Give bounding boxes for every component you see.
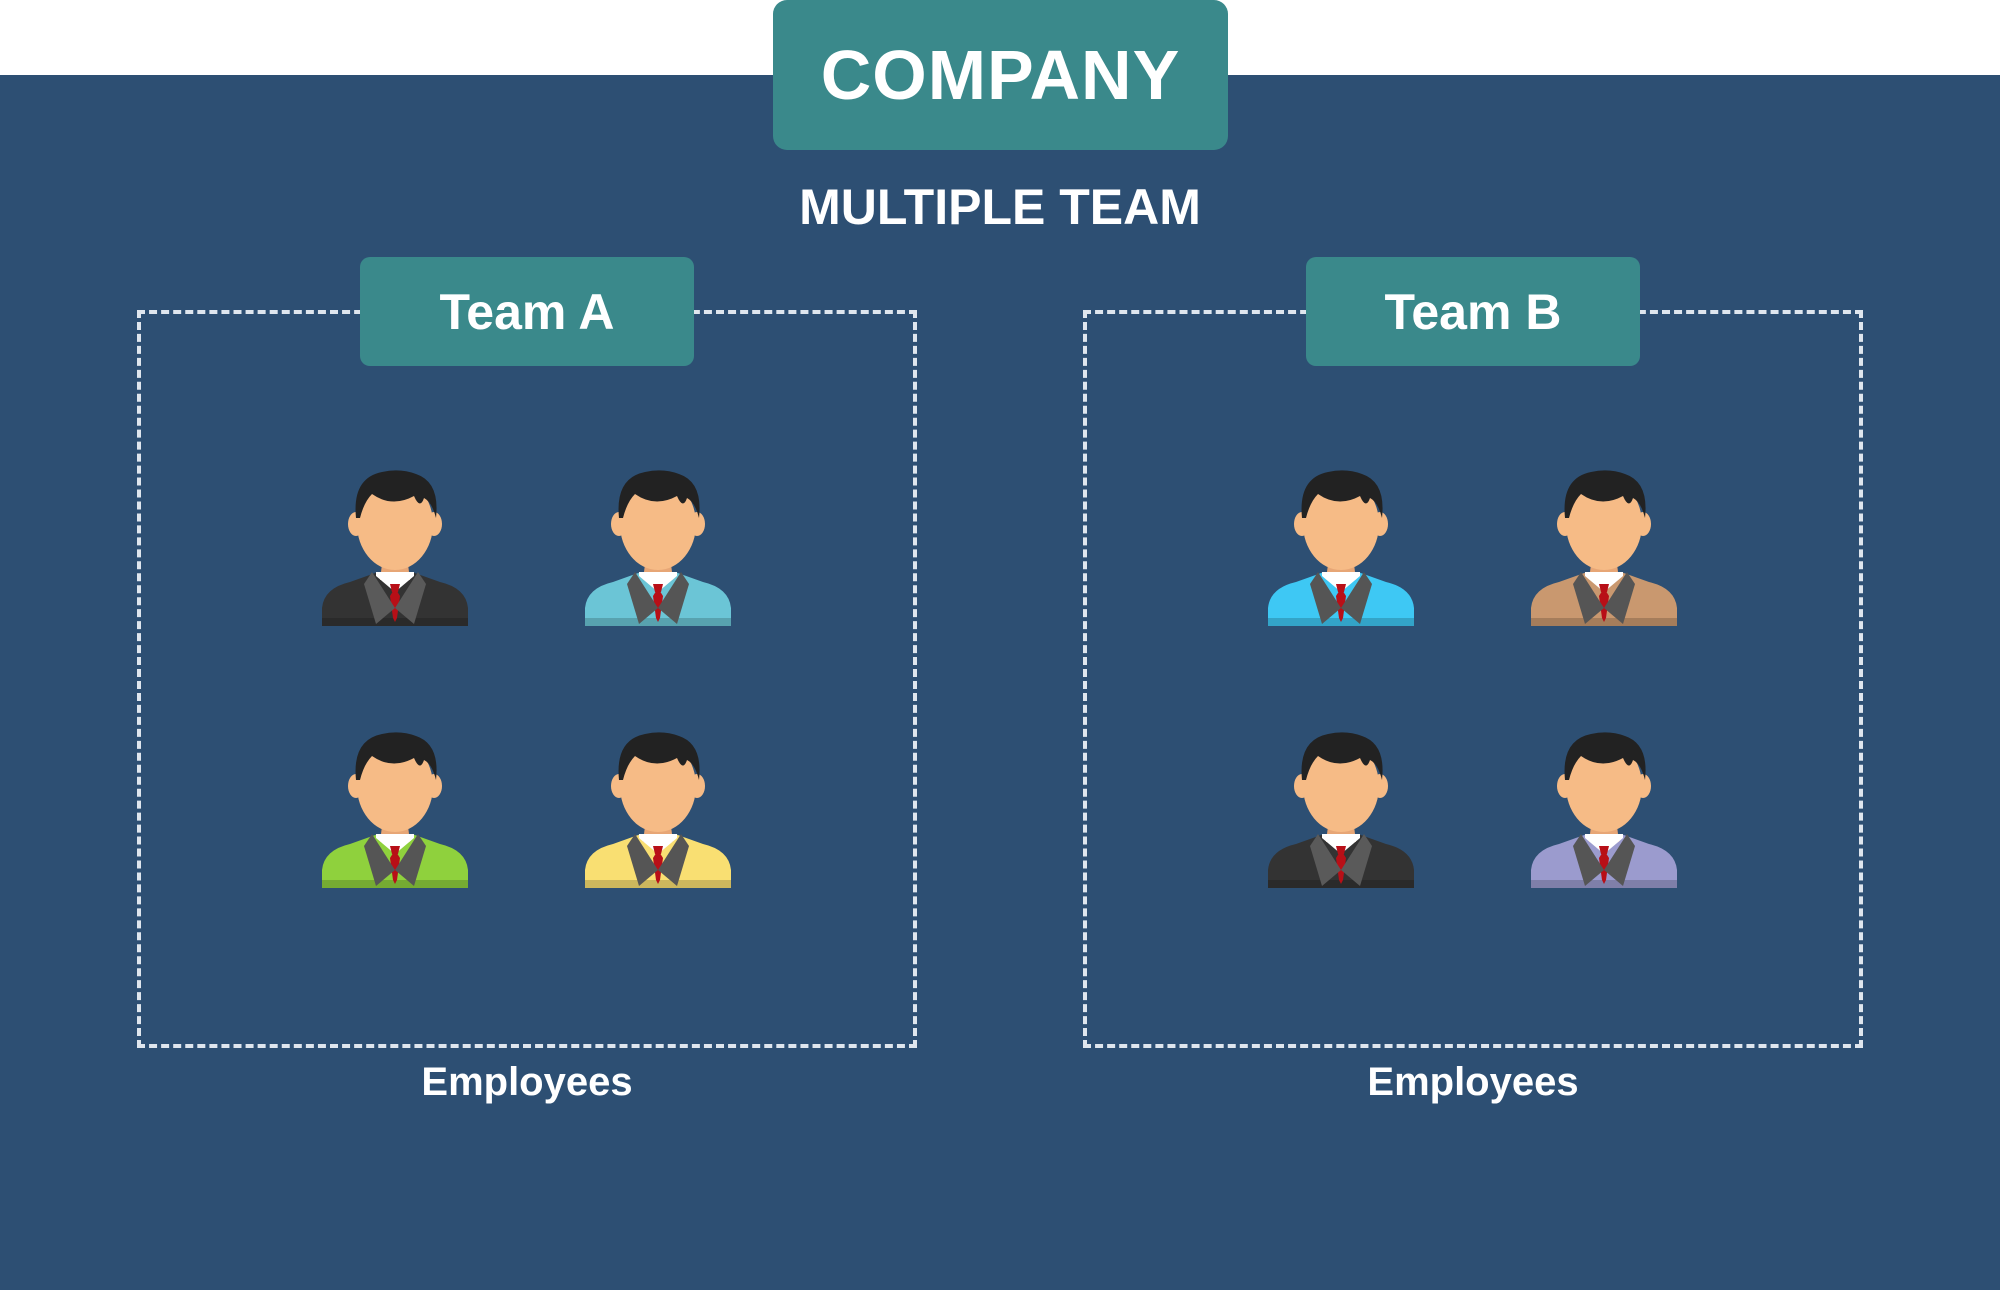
team-b-employee-1	[1266, 468, 1416, 628]
businessman-icon	[1268, 470, 1414, 626]
team-a-employee-2	[583, 468, 733, 628]
diagram-subtitle: MULTIPLE TEAM	[799, 179, 1201, 235]
team-a-label-box: Team A	[360, 257, 694, 366]
team-b-label: Team B	[1384, 283, 1562, 340]
team-a-label: Team A	[439, 283, 615, 340]
team-a-employee-4	[583, 730, 733, 890]
businessman-icon	[585, 732, 731, 888]
company-label: COMPANY	[820, 36, 1181, 114]
businessman-icon	[322, 470, 468, 626]
team-a-frame	[137, 310, 917, 1048]
businessman-icon	[1531, 732, 1677, 888]
team-b-label-box: Team B	[1306, 257, 1640, 366]
company-box: COMPANY	[773, 0, 1228, 150]
diagram-background	[0, 75, 2000, 1290]
team-b-frame	[1083, 310, 1863, 1048]
team-b-employee-2	[1529, 468, 1679, 628]
team-a-caption: Employees	[421, 1060, 633, 1104]
team-b-employee-4	[1529, 730, 1679, 890]
team-a-employee-1	[320, 468, 470, 628]
businessman-icon	[322, 732, 468, 888]
businessman-icon	[1531, 470, 1677, 626]
businessman-icon	[1268, 732, 1414, 888]
team-b-employee-3	[1266, 730, 1416, 890]
team-a-employee-3	[320, 730, 470, 890]
team-b-caption: Employees	[1367, 1060, 1579, 1104]
businessman-icon	[585, 470, 731, 626]
